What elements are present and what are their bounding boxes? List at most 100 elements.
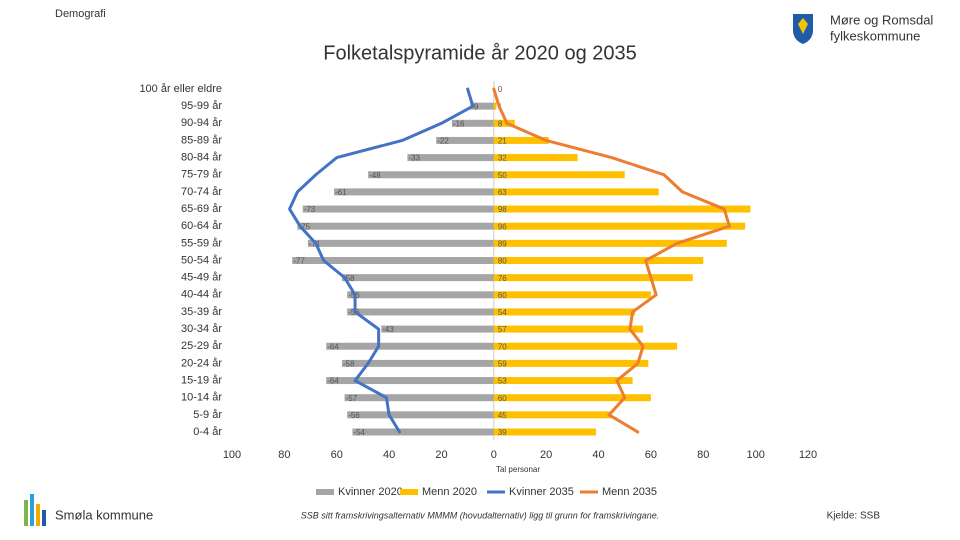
x-axis-title: Tal personar <box>496 465 540 474</box>
org-logo: Møre og Romsdal fylkeskommune <box>793 12 933 44</box>
bar <box>493 325 644 333</box>
y-tick-label: 15-19 år <box>181 374 222 386</box>
y-tick-label: 80-84 år <box>181 152 222 164</box>
bar <box>493 171 625 179</box>
y-tick-label: 0-4 år <box>193 426 222 438</box>
data-label: -58 <box>343 360 355 369</box>
source: Kjelde: SSB <box>827 511 881 522</box>
data-label: -54 <box>353 428 365 437</box>
y-tick-label: 65-69 år <box>181 203 222 215</box>
x-tick-label: 60 <box>645 449 657 461</box>
section-label: Demografi <box>55 8 106 20</box>
bar <box>493 102 497 110</box>
data-label: 70 <box>498 342 507 351</box>
bar <box>493 136 549 144</box>
x-tick-label: 0 <box>491 449 497 461</box>
y-tick-label: 75-79 år <box>181 169 222 181</box>
y-tick-label: 95-99 år <box>181 100 222 112</box>
legend-label: Menn 2020 <box>422 486 477 498</box>
data-label: 50 <box>498 171 507 180</box>
bar <box>493 308 636 316</box>
data-label: 32 <box>498 154 507 163</box>
x-tick-label: 20 <box>540 449 552 461</box>
y-tick-label: 55-59 år <box>181 237 222 249</box>
data-label: 59 <box>498 360 507 369</box>
data-label: 76 <box>498 274 507 283</box>
x-tick-label: 40 <box>383 449 395 461</box>
bar <box>347 291 494 299</box>
data-label: 89 <box>498 239 507 248</box>
x-tick-label: 80 <box>697 449 709 461</box>
bar <box>326 377 494 385</box>
data-label: -58 <box>343 274 355 283</box>
bar <box>326 342 494 350</box>
data-label: 80 <box>498 257 507 266</box>
x-tick-label: 100 <box>746 449 764 461</box>
bar <box>381 325 494 333</box>
bar <box>493 377 633 385</box>
data-label: 0 <box>498 85 503 94</box>
bar <box>493 222 746 230</box>
y-tick-label: 100 år eller eldre <box>139 83 222 95</box>
data-label: -57 <box>346 394 358 403</box>
legend-swatch <box>400 489 418 495</box>
bar <box>493 239 727 247</box>
bar <box>493 359 649 367</box>
x-tick-label: 120 <box>799 449 817 461</box>
bar <box>436 136 494 144</box>
data-label: -33 <box>408 154 420 163</box>
y-tick-label: 90-94 år <box>181 117 222 129</box>
data-label: 96 <box>498 222 507 231</box>
bar <box>493 274 693 282</box>
data-label: -48 <box>369 171 381 180</box>
data-label: -75 <box>298 222 310 231</box>
data-label: -43 <box>382 325 394 334</box>
bar <box>493 394 651 402</box>
x-tick-label: 20 <box>435 449 447 461</box>
bar <box>407 154 494 162</box>
chart-title: Folketalspyramide år 2020 og 2035 <box>323 42 637 64</box>
data-label: 39 <box>498 428 507 437</box>
municipality-logo <box>24 494 46 526</box>
data-label: -64 <box>327 342 339 351</box>
bar <box>493 291 651 299</box>
bar <box>493 411 612 419</box>
y-tick-label: 40-44 år <box>181 289 222 301</box>
data-label: -77 <box>293 257 305 266</box>
bar <box>341 359 494 367</box>
data-label: 45 <box>498 411 507 420</box>
data-label: 57 <box>498 325 507 334</box>
x-tick-label: 100 <box>223 449 241 461</box>
data-label: -64 <box>327 377 339 386</box>
bar <box>470 102 494 110</box>
bar <box>493 342 678 350</box>
x-tick-label: 60 <box>331 449 343 461</box>
bar <box>347 308 494 316</box>
data-label: -22 <box>437 137 449 146</box>
org-name: Møre og Romsdal <box>830 12 933 27</box>
data-label: 63 <box>498 188 507 197</box>
legend-label: Menn 2035 <box>602 486 657 498</box>
bar <box>292 257 494 264</box>
bar <box>493 428 596 436</box>
bar <box>297 222 494 230</box>
data-label: 98 <box>498 205 507 214</box>
bar <box>334 188 494 196</box>
y-tick-label: 50-54 år <box>181 254 222 266</box>
y-tick-label: 30-34 år <box>181 323 222 335</box>
legend-label: Kvinner 2035 <box>509 486 574 498</box>
y-tick-label: 5-9 år <box>193 409 222 421</box>
bar <box>451 119 494 127</box>
bar <box>368 171 494 179</box>
y-tick-label: 85-89 år <box>181 134 222 146</box>
bar <box>344 394 494 402</box>
x-tick-label: 80 <box>278 449 290 461</box>
bar <box>493 119 515 127</box>
y-tick-label: 20-24 år <box>181 357 222 369</box>
municipality: Smøla kommune <box>55 507 153 522</box>
bar <box>493 154 578 162</box>
bar <box>347 411 494 419</box>
bar <box>493 257 704 264</box>
data-label: 8 <box>498 119 503 128</box>
